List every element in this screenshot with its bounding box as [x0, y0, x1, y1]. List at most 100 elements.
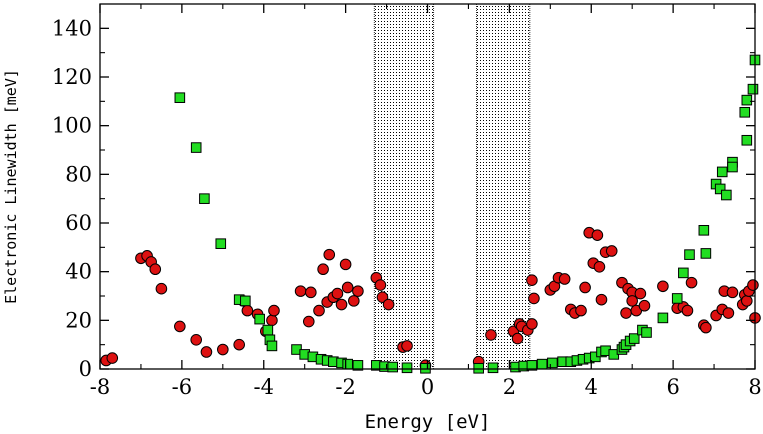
data-point-square — [487, 362, 499, 374]
data-point-square — [747, 83, 759, 95]
data-point-circle — [528, 292, 540, 305]
data-point-circle — [741, 295, 753, 307]
data-point-circle — [317, 263, 329, 276]
data-point-square — [352, 360, 364, 371]
data-point-circle — [511, 332, 524, 345]
data-point-circle — [593, 261, 606, 273]
data-point-circle — [605, 245, 618, 257]
data-point-square — [387, 361, 399, 373]
data-point-circle — [106, 352, 119, 364]
data-point-square — [671, 293, 683, 304]
data-point-square — [741, 94, 753, 106]
data-point-square — [266, 340, 278, 352]
data-point-square — [721, 189, 732, 201]
data-point-square — [641, 327, 652, 338]
data-point-circle — [382, 298, 395, 311]
y-tick-label: 0 — [79, 357, 92, 381]
data-point-square — [628, 333, 640, 344]
data-point-square — [420, 362, 431, 374]
data-point-circle — [558, 273, 571, 285]
data-point-circle — [579, 281, 591, 294]
data-point-square — [547, 357, 558, 369]
x-tick-label: -6 — [172, 375, 192, 399]
data-point-square — [240, 295, 251, 307]
data-point-circle — [348, 295, 360, 307]
data-point-circle — [485, 329, 497, 341]
data-point-circle — [376, 291, 389, 304]
data-point-circle — [681, 304, 694, 317]
data-point-square — [741, 134, 753, 146]
data-point-circle — [233, 338, 245, 351]
shaded-region — [374, 4, 434, 369]
x-tick-label: -8 — [90, 375, 110, 399]
data-point-circle — [595, 293, 608, 306]
y-tick-label: 80 — [65, 162, 92, 186]
data-point-square — [716, 166, 728, 178]
data-point-circle — [526, 318, 538, 330]
data-point-circle — [268, 304, 280, 317]
data-point-circle — [626, 295, 638, 307]
data-point-circle — [341, 281, 354, 294]
data-point-square — [215, 238, 227, 249]
data-point-circle — [722, 307, 735, 319]
data-point-square — [678, 267, 689, 279]
data-point-circle — [174, 320, 186, 333]
data-point-circle — [155, 282, 168, 295]
x-tick-label: 0 — [421, 375, 434, 399]
axis-ticks — [99, 4, 756, 370]
data-point-square — [526, 360, 538, 371]
data-point-square — [401, 362, 413, 374]
x-axis-title: Energy [eV] — [365, 411, 491, 433]
y-tick-label: 20 — [65, 308, 92, 332]
data-point-circle — [313, 304, 325, 317]
data-point-square — [262, 324, 274, 336]
data-point-square — [190, 142, 202, 153]
data-point-circle — [726, 286, 739, 299]
data-point-circle — [266, 314, 278, 327]
y-tick-label: 60 — [65, 211, 92, 235]
y-axis-title: Electronic Linewidth [meV] — [2, 69, 20, 304]
x-tick-label: 2 — [503, 375, 516, 399]
x-tick-label: 6 — [666, 375, 679, 399]
data-point-circle — [302, 315, 315, 328]
data-point-circle — [526, 274, 538, 286]
data-point-circle — [294, 285, 307, 297]
data-point-circle — [200, 346, 213, 358]
x-tick-label: -4 — [254, 375, 274, 399]
data-point-circle — [685, 276, 698, 289]
data-point-circle — [323, 248, 336, 261]
data-point-circle — [305, 286, 317, 299]
data-point-square — [254, 313, 265, 325]
data-point-square — [174, 92, 186, 103]
y-tick-label: 40 — [65, 260, 92, 284]
shaded-region — [476, 4, 530, 369]
data-point-square — [700, 248, 712, 259]
data-point-circle — [352, 285, 364, 297]
x-tick-label: 8 — [748, 375, 761, 399]
data-point-circle — [331, 287, 344, 300]
data-point-square — [199, 193, 210, 204]
data-point-square — [342, 358, 353, 370]
data-point-circle — [190, 334, 203, 346]
y-tick-label: 100 — [52, 114, 92, 138]
data-point-circle — [591, 229, 604, 241]
data-point-circle — [657, 280, 669, 293]
data-point-square — [684, 249, 695, 260]
data-point-circle — [747, 279, 759, 291]
data-point-square — [739, 106, 751, 118]
y-tick-label: 140 — [52, 16, 92, 40]
data-point-circle — [374, 279, 387, 291]
data-point-circle — [149, 263, 162, 276]
y-tick-label: 120 — [52, 65, 92, 89]
data-point-square — [698, 225, 710, 236]
data-point-circle — [401, 340, 413, 352]
data-points — [100, 54, 761, 374]
data-point-square — [473, 362, 484, 374]
data-point-circle — [217, 343, 229, 356]
data-point-square — [727, 161, 738, 173]
shaded-regions — [373, 4, 531, 369]
data-point-circle — [620, 307, 632, 319]
data-point-square — [714, 183, 726, 195]
